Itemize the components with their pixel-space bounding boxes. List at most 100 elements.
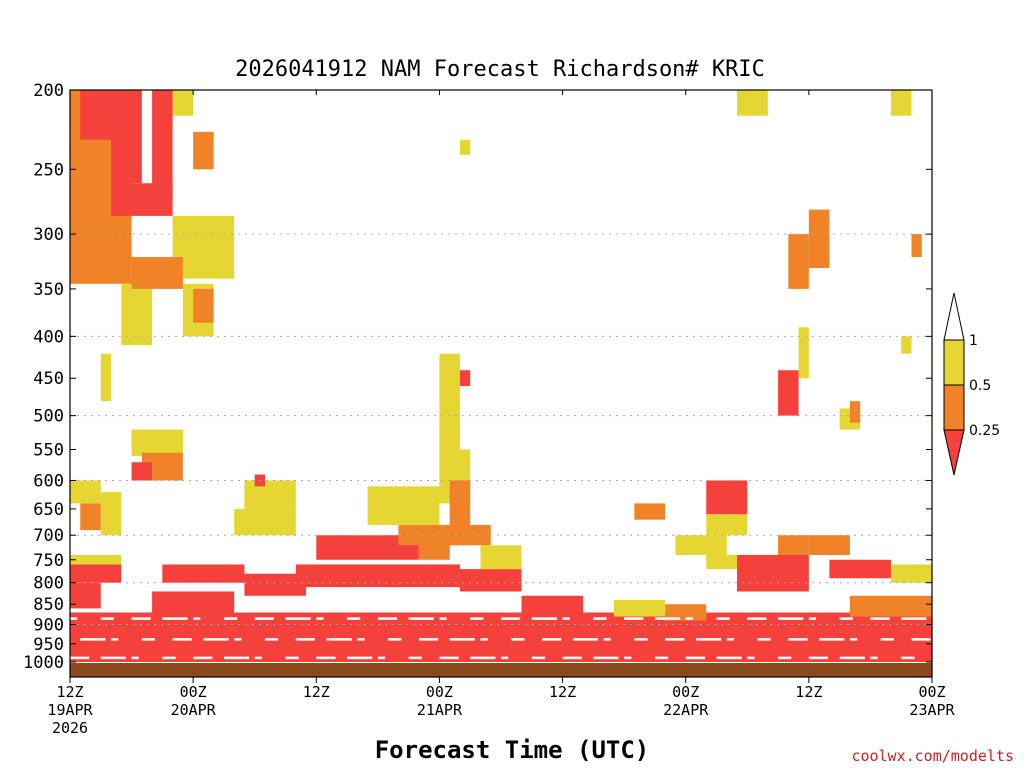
ri-gap: [501, 656, 509, 660]
ri-gap: [531, 656, 545, 660]
x-tick-label: 22APR: [663, 701, 709, 719]
ri-gap: [285, 617, 311, 620]
ri-cell: [295, 564, 460, 588]
ri-gap: [234, 638, 242, 641]
ri-cell: [459, 139, 471, 155]
y-tick-label: 250: [33, 160, 64, 180]
ri-cell: [193, 288, 214, 323]
y-tick-label: 1000: [23, 653, 64, 673]
ri-gap: [603, 638, 611, 641]
x-tick-label: 12Z: [303, 683, 330, 701]
ri-cell: [111, 90, 142, 184]
ri-gap: [418, 638, 439, 641]
ri-cell: [737, 90, 768, 116]
ri-gap: [562, 656, 582, 660]
ri-gap: [316, 617, 324, 620]
ri-cell: [808, 209, 830, 268]
y-tick-label: 300: [33, 225, 64, 245]
ri-cell: [80, 90, 112, 140]
ri-cell: [829, 559, 891, 579]
ri-cell: [131, 257, 183, 289]
ri-cell: [172, 90, 194, 116]
ri-gap: [295, 638, 315, 641]
ri-cell: [80, 503, 101, 531]
ri-gap: [726, 638, 734, 641]
y-tick-label: 350: [33, 280, 64, 300]
ri-gap: [111, 638, 119, 641]
ri-gap: [542, 638, 562, 641]
ri-cell: [480, 545, 522, 570]
x-tick-label: 00Z: [918, 683, 945, 701]
ri-gap: [747, 617, 767, 620]
ri-cell: [121, 283, 153, 346]
x-tick-label: 23APR: [909, 701, 955, 719]
ri-gap: [654, 656, 669, 660]
ri-cell: [70, 564, 122, 583]
legend-label: 0.5: [969, 378, 991, 394]
ri-gap: [254, 656, 262, 660]
ri-cell: [193, 131, 214, 170]
ri-gap: [870, 656, 878, 660]
ri-gap: [316, 656, 336, 660]
ri-gap: [634, 638, 648, 641]
color-legend: 1 0.5 0.25: [943, 292, 1000, 476]
ri-cell: [459, 569, 522, 592]
ri-gap: [808, 656, 829, 660]
ri-gap: [470, 656, 496, 660]
ground-strip: [70, 663, 932, 677]
legend-label: 1: [969, 333, 978, 349]
y-tick-label: 400: [33, 327, 64, 347]
ri-gap: [624, 617, 644, 620]
ri-gap: [408, 617, 434, 620]
y-tick-label: 800: [33, 574, 64, 594]
ri-gap: [326, 638, 352, 641]
ri-gap: [193, 617, 201, 620]
y-tick-label: 750: [33, 551, 64, 571]
chart-title: 2026041912 NAM Forecast Richardson# KRIC: [235, 57, 765, 82]
ri-cell: [152, 591, 235, 617]
y-tick-label: 500: [33, 407, 64, 427]
ri-gap: [254, 617, 274, 620]
ri-gap: [172, 638, 192, 641]
y-tick-label: 650: [33, 500, 64, 520]
x-tick-label: 21APR: [417, 701, 463, 719]
ri-cell: [613, 600, 666, 617]
ri-gap: [911, 638, 931, 641]
ri-gap: [685, 617, 693, 620]
ri-gap: [562, 617, 570, 620]
ri-gap: [193, 656, 213, 660]
ri-gap: [449, 638, 475, 641]
ri-gap: [223, 617, 238, 620]
ri-cell: [70, 612, 932, 662]
ri-gap: [347, 617, 361, 620]
ri-gap: [593, 656, 619, 660]
ri-gap: [839, 656, 865, 660]
ri-gap: [511, 638, 525, 641]
plot-frame: [69, 89, 933, 678]
x-tick-label: 00Z: [672, 683, 699, 701]
x-tick-label: 12Z: [549, 683, 576, 701]
x-tick-label: 20APR: [171, 701, 217, 719]
ri-gap: [901, 617, 927, 620]
ri-cell: [890, 564, 932, 583]
y-tick-label: 200: [33, 81, 64, 101]
ri-gap: [716, 617, 730, 620]
ri-gap: [223, 656, 250, 660]
ri-cell: [162, 564, 245, 583]
ri-gap: [388, 638, 402, 641]
ri-cell: [778, 370, 799, 416]
ri-cell: [131, 462, 153, 481]
ri-cell: [152, 90, 173, 197]
ri-gap: [849, 638, 858, 641]
x-tick-label: 2026: [52, 719, 88, 737]
ri-cell: [418, 535, 450, 560]
ri-gap: [480, 638, 488, 641]
ri-gap: [70, 617, 78, 620]
y-tick-label: 950: [33, 635, 64, 655]
ri-gap: [778, 656, 792, 660]
ri-gap: [131, 656, 139, 660]
ri-cell: [634, 503, 666, 520]
plot-area: [70, 90, 932, 677]
ri-gap: [100, 656, 126, 660]
